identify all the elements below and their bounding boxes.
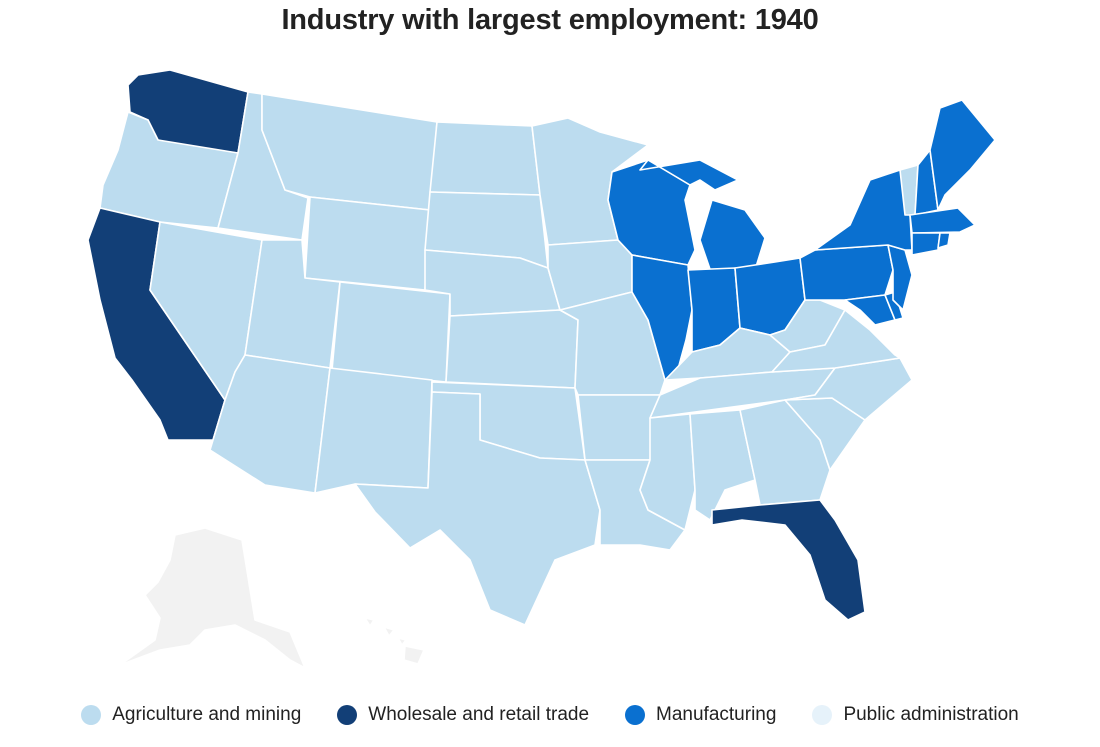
legend-label: Wholesale and retail trade [368,704,590,725]
map-legend: Agriculture and mining Wholesale and reta… [0,700,1100,730]
state-connecticut [911,232,941,256]
state-wyoming [304,196,431,291]
legend-swatch [812,705,833,725]
legend-label: Public administration [843,704,1019,725]
state-maryland [844,294,896,326]
state-new-york [814,169,913,251]
legend-item: Wholesale and retail trade [337,704,589,726]
state-new-mexico [314,367,433,494]
state-florida [711,499,866,621]
state-kansas [445,309,579,389]
state-massachusetts [909,207,976,234]
legend-label: Manufacturing [656,704,777,725]
state-arkansas [577,394,661,461]
legend-item: Agriculture and mining [81,704,301,726]
state-north-dakota [429,121,541,196]
state-delaware [884,291,904,321]
state-virginia [771,309,901,373]
state-alaska [119,527,306,669]
legend-swatch [81,705,102,725]
map-title: Industry with largest employment: 1940 [281,4,819,36]
legend-swatch [337,705,358,725]
state-colorado [331,281,451,383]
state-rhode-island [937,232,951,249]
state-oregon [99,111,239,229]
legend-label: Agriculture and mining [112,704,302,725]
state-maine [929,99,996,211]
state-pennsylvania [799,244,894,301]
state-texas [354,391,601,626]
legend-item: Manufacturing [625,704,776,726]
state-hawaii [364,617,425,665]
legend-swatch [625,705,646,725]
legend-item: Public administration [812,704,1019,726]
